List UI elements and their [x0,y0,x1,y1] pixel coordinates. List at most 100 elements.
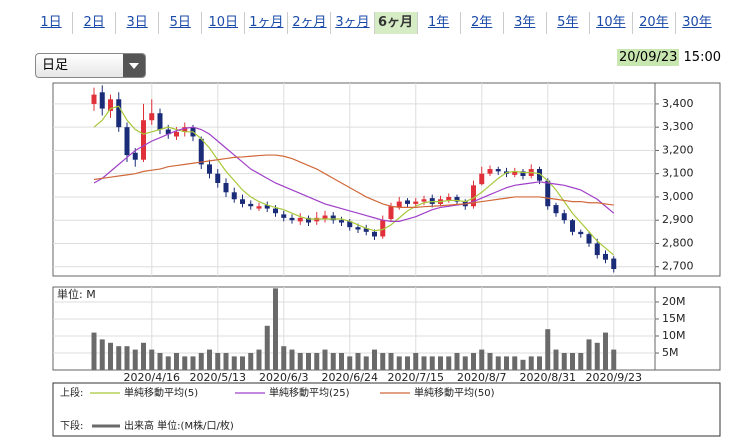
candle-body [363,228,369,232]
candle-body [273,208,278,214]
legend-box [52,382,721,437]
candle-body [116,99,122,128]
volume-bar [207,349,212,370]
candle-body [495,169,501,172]
candle-body [231,192,237,200]
period-tab[interactable]: 1ヶ月 [245,12,289,34]
volume-bar [273,288,278,370]
dropdown-label: 日足 [42,58,69,73]
period-tab[interactable]: 10年 [590,12,633,34]
volume-bar [421,356,427,370]
y-tick-label: 3,100 [662,167,694,180]
volume-bar [256,349,262,370]
volume-bar [149,349,155,370]
y-tick-label: 20M [662,295,686,308]
volume-bar [429,356,435,370]
panel-frame [52,82,721,277]
volume-bar [396,356,402,370]
y-tick-label: 3,400 [662,97,694,110]
dropdown-arrow [123,54,145,77]
legend-prefix: 下段: [60,419,83,432]
legend-label: 単純移動平均(5) [124,386,198,399]
legend-label: 出来高 単位:(M株/口/枚) [124,419,234,432]
candle-body [91,94,97,104]
period-tab[interactable]: 30年 [682,15,712,30]
candle-body [322,215,328,220]
period-tab[interactable]: 3ヶ月 [331,12,375,34]
x-tick-label: 2020/8/31 [520,371,576,384]
candle-body [603,253,608,260]
volume-bar [520,359,526,370]
x-tick-label: 2020/4/16 [124,371,180,384]
volume-bar [355,352,361,370]
legend-label: 単純移動平均(50) [414,386,495,399]
volume-bar [578,352,584,370]
candle-body [281,214,287,218]
candle-body [132,152,138,160]
candle-body [553,205,559,214]
volume-bar [289,349,295,370]
volume-bar [479,349,485,370]
period-tab[interactable]: 10日 [202,12,246,34]
candle-body [471,185,476,207]
candle-body [339,220,344,223]
volume-bar [405,356,410,370]
period-tab[interactable]: 2日 [73,12,117,34]
period-tab[interactable]: 1日 [30,12,74,34]
candle-body [413,201,419,204]
volume-bar [446,356,452,370]
x-tick-label: 2020/7/15 [388,371,444,384]
volume-bar [190,356,196,370]
candle-body [264,205,270,209]
candle-body [289,217,295,221]
moving-average-line [93,126,615,222]
volume-bar [553,349,559,370]
volume-bar [124,346,130,370]
volume-bar [240,356,245,370]
candle-body [124,127,130,156]
legend-label: 単純移動平均(25) [269,386,350,399]
volume-bar [264,325,270,370]
x-tick-label: 2020/8/7 [457,371,506,384]
period-tab[interactable]: 5年 [547,12,590,34]
volume-bar [306,352,311,370]
timestamp-date: 20/09/23 [617,49,680,66]
x-tick-label: 2020/5/13 [190,371,246,384]
volume-bar [297,352,303,370]
period-tab[interactable]: 2年 [461,12,504,34]
volume-bar [314,352,320,370]
candle-body [248,203,254,207]
volume-bar [528,356,534,370]
period-tab[interactable]: 6ヶ月 [374,12,418,34]
period-tab[interactable]: 20年 [633,12,676,34]
candle-body [405,200,410,204]
volume-bar [215,352,221,370]
period-tab[interactable]: 2ヶ月 [288,12,332,34]
x-tick-label: 2020/6/24 [322,371,378,384]
period-tab[interactable]: 1年 [418,12,461,34]
candle-body [347,221,353,228]
candle-body [446,196,452,201]
volume-bar [570,352,575,370]
candle-body [570,220,575,232]
volume-bar [116,346,122,370]
period-tab[interactable]: 3年 [504,12,547,34]
volume-bar [231,356,237,370]
candle-body [240,199,245,204]
candle-body [223,182,229,193]
volume-bar [132,349,138,370]
candle-body [306,217,311,223]
volume-bar [281,346,287,370]
y-tick-label: 3,000 [662,190,694,203]
volume-bar [330,352,336,370]
timestamp: 20/09/23 15:00 [617,49,721,66]
volume-bar [347,356,353,370]
dropdown[interactable]: 日足 [35,53,146,78]
period-tabs: 1日 2日 3日 5日 10日 1ヶ月 2ヶ月 3ヶ月 6ヶ月 1年 2年 3年 5年 10年 20年 30年 [30,12,718,34]
candle-body [157,113,163,130]
candle-body [586,234,592,244]
period-tab[interactable]: 5日 [159,12,203,34]
period-tab[interactable]: 3日 [116,12,160,34]
